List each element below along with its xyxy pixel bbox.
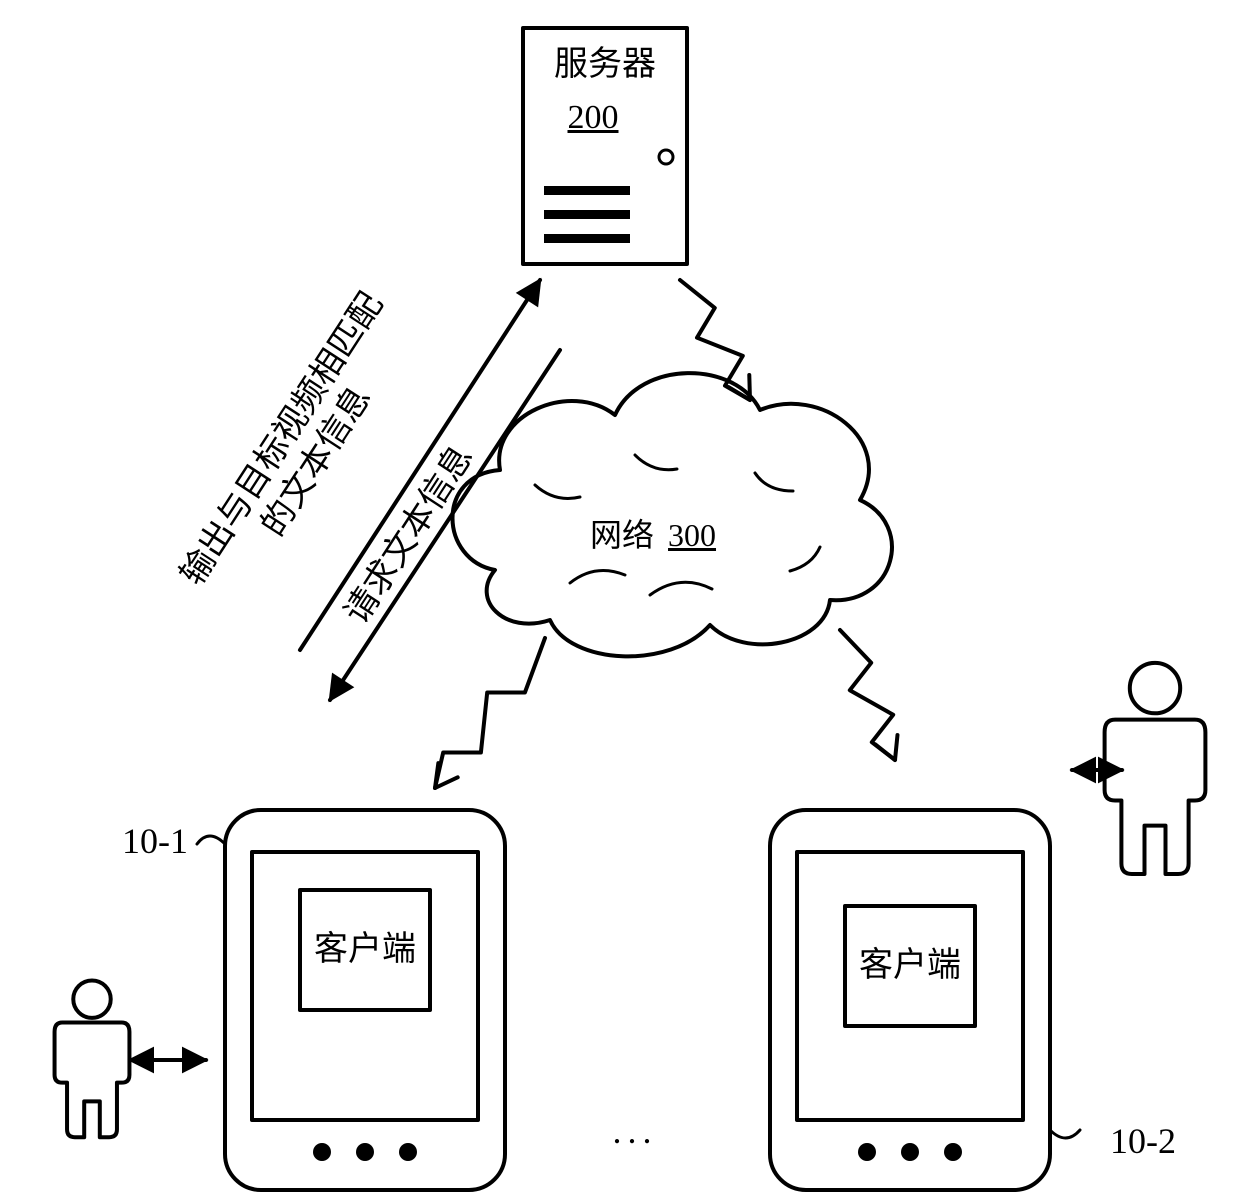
phone-body-0: [225, 810, 505, 1190]
server-bar-2: [544, 234, 630, 243]
cloud-puff-5: [755, 473, 793, 491]
diagram-canvas: 服务器 200 网络 300 客户端 客户端 10-1 10-2 ... 输出与…: [0, 0, 1240, 1195]
phone-dot-1-1: [901, 1143, 919, 1161]
cloud-puff-2: [650, 582, 712, 595]
phone-dot-0-2: [399, 1143, 417, 1161]
cloud-puff-1: [570, 571, 625, 584]
cloud-puff-6: [790, 547, 820, 571]
device-id-1: 10-1: [110, 820, 200, 863]
phone-dot-0-0: [313, 1143, 331, 1161]
phone-tilde-0: [197, 836, 225, 844]
phone-dot-0-1: [356, 1143, 374, 1161]
server-bar-1: [544, 210, 630, 219]
ellipsis: ...: [600, 1110, 670, 1153]
server-led: [659, 150, 673, 164]
bolt-head-2: [435, 763, 458, 788]
server-bar-0: [544, 186, 630, 195]
phone-dot-1-2: [944, 1143, 962, 1161]
phone-tilde-1: [1050, 1130, 1080, 1138]
network-label: 网络: [590, 517, 654, 553]
bolt-0: [680, 280, 750, 400]
phone-screen-0: [252, 852, 478, 1120]
network-label-group: 网络 300: [590, 516, 790, 554]
server-id: 200: [548, 98, 638, 139]
server-title: 服务器: [523, 45, 687, 86]
bolt-head-1: [875, 735, 897, 760]
network-id: 300: [668, 517, 716, 553]
client-label-1: 客户端: [300, 930, 430, 971]
cloud-puff-4: [635, 455, 677, 470]
cloud-puff-3: [535, 485, 580, 499]
bolt-2: [435, 638, 545, 788]
phone-body-1: [770, 810, 1050, 1190]
client-label-2: 客户端: [845, 946, 975, 987]
person-icon-0: [55, 980, 130, 1137]
device-id-2: 10-2: [1098, 1120, 1188, 1163]
phone-dot-1-0: [858, 1143, 876, 1161]
bolt-1: [840, 630, 895, 760]
